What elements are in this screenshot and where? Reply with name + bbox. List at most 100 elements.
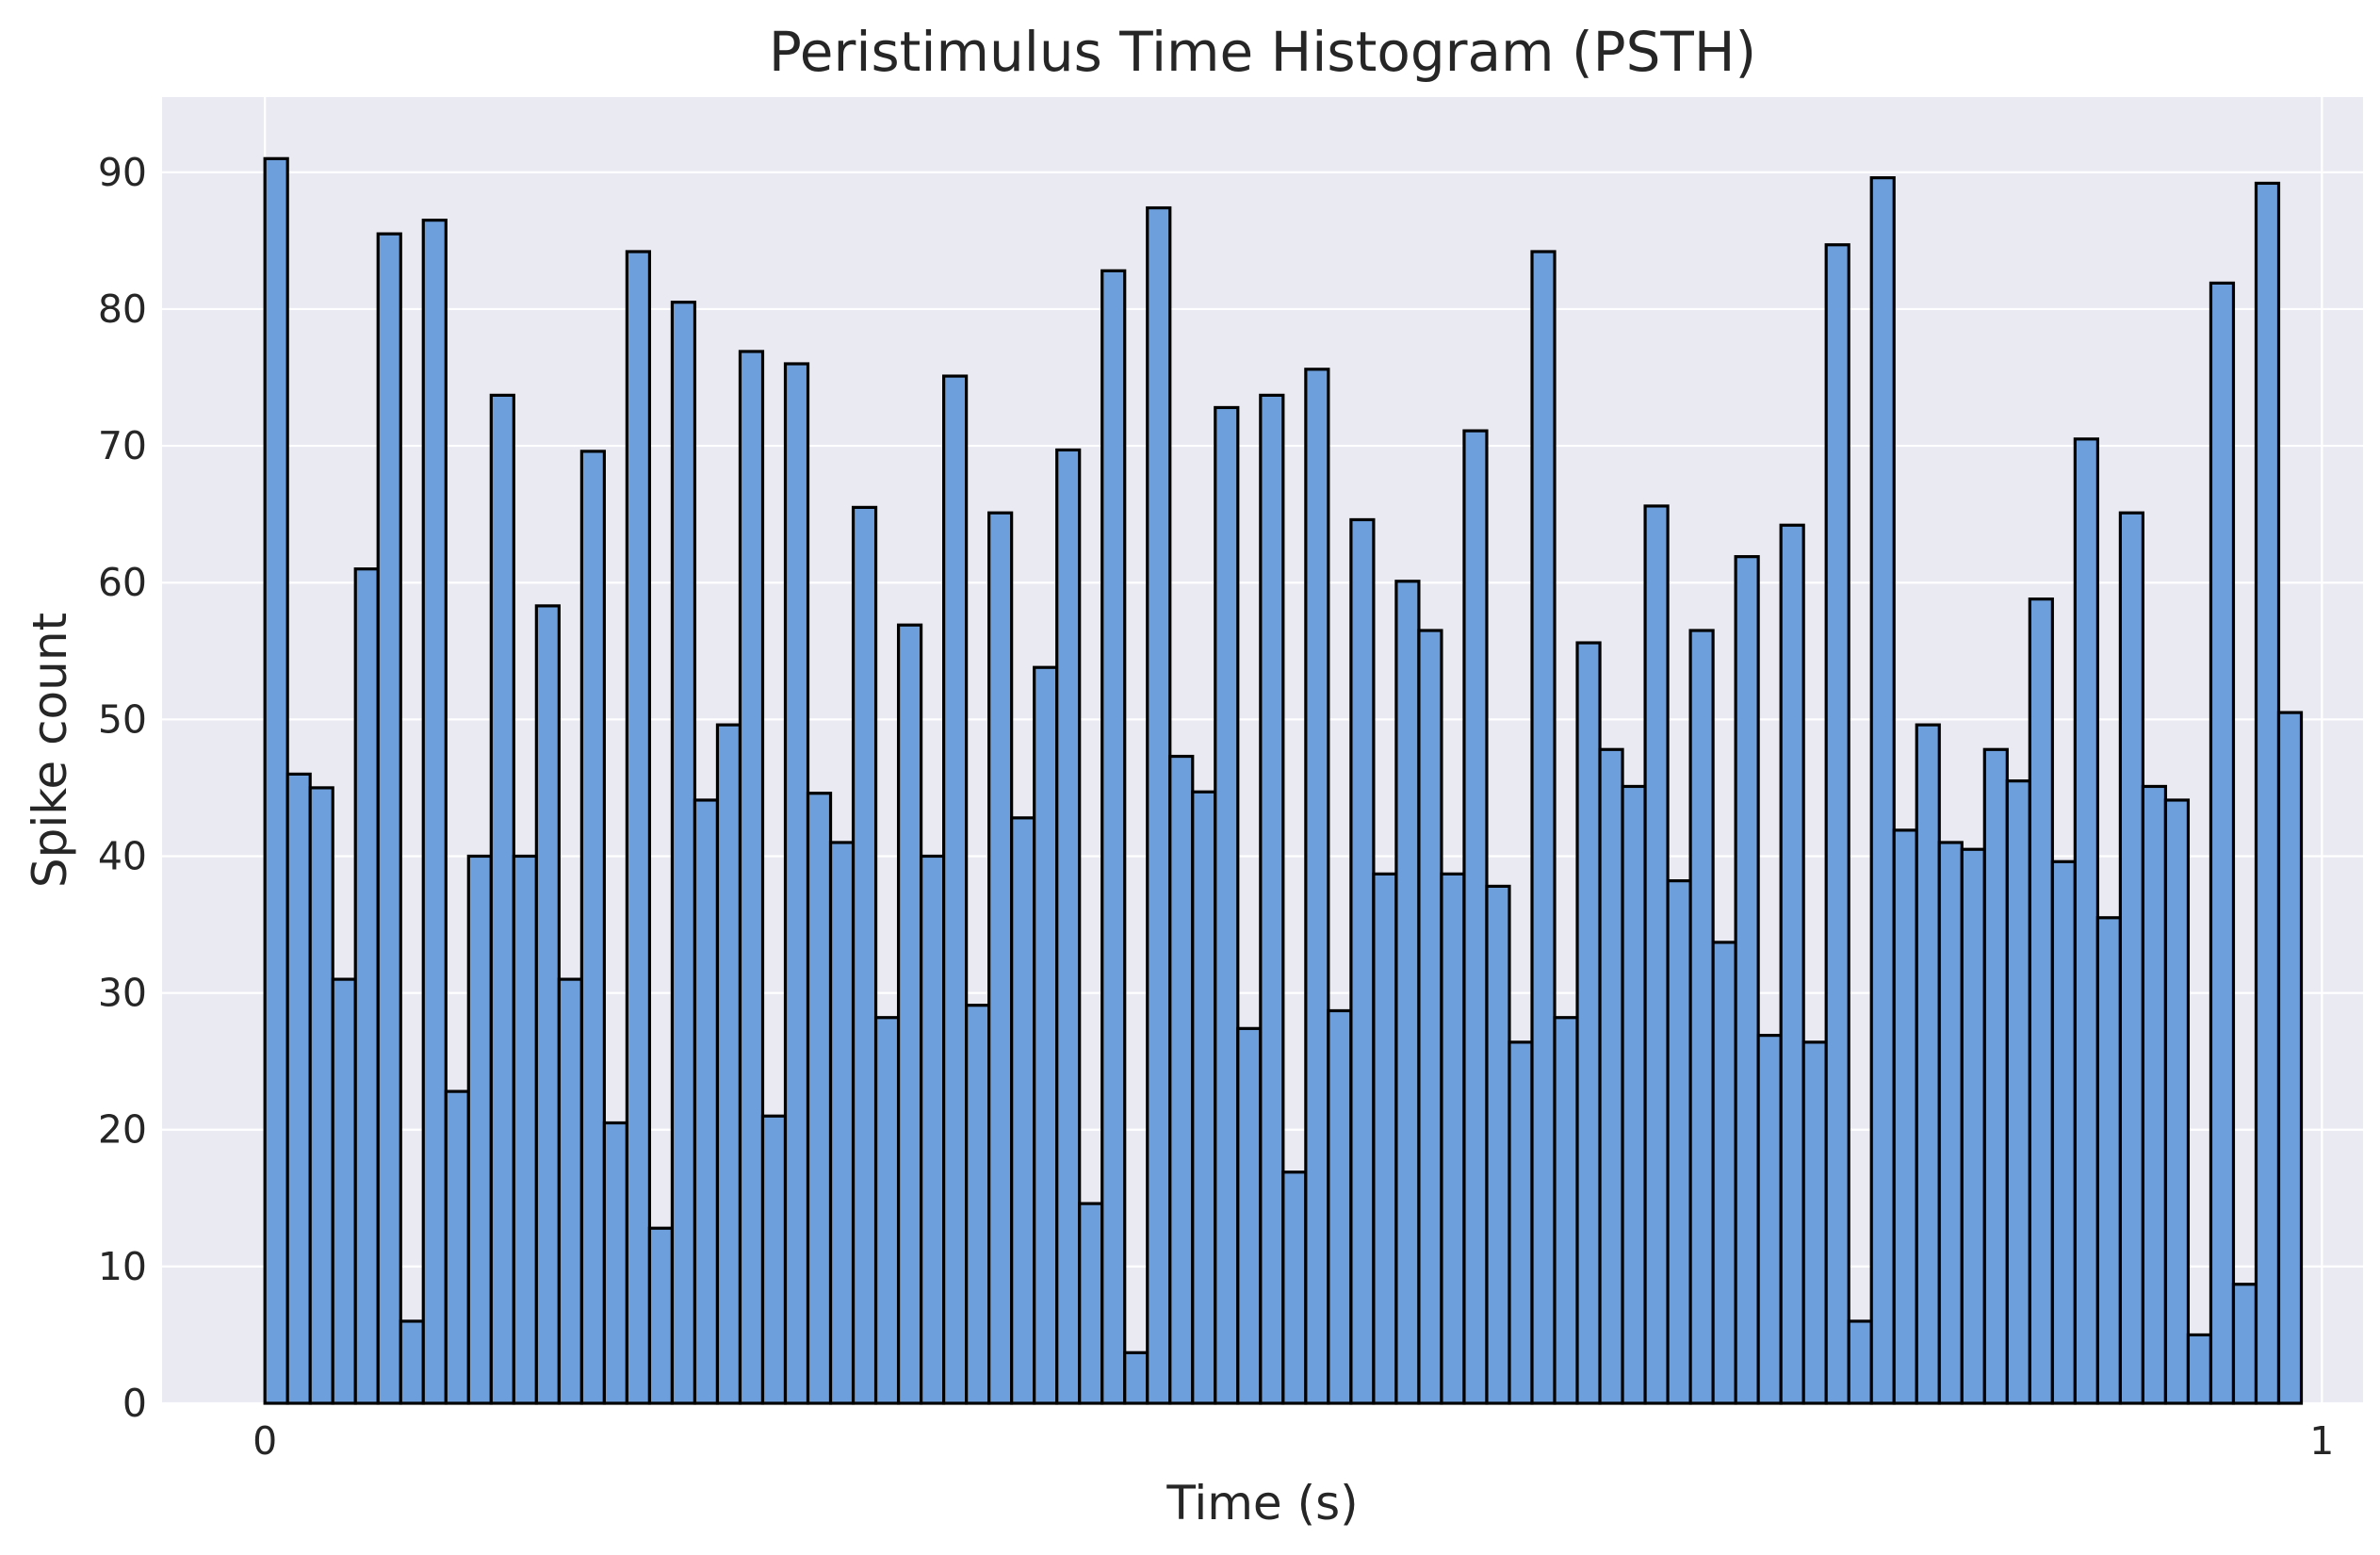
x-axis-label: Time (s) bbox=[1166, 1476, 1358, 1530]
histogram-bar bbox=[1191, 790, 1217, 1405]
histogram-bar bbox=[331, 977, 357, 1405]
y-tick-label: 80 bbox=[98, 286, 147, 332]
histogram-bar bbox=[1688, 629, 1715, 1405]
histogram-bar bbox=[1417, 629, 1443, 1405]
y-tick-label: 30 bbox=[98, 971, 147, 1016]
histogram-bar bbox=[1734, 555, 1760, 1405]
histogram-bar bbox=[1508, 1040, 1534, 1405]
y-tick-label: 50 bbox=[98, 696, 147, 742]
histogram-bar bbox=[466, 854, 493, 1405]
y-tick-label: 10 bbox=[98, 1244, 147, 1289]
histogram-bar bbox=[1937, 841, 1964, 1405]
histogram-bar bbox=[1146, 205, 1172, 1405]
histogram-bar bbox=[1010, 816, 1036, 1405]
histogram-bar bbox=[1553, 1016, 1579, 1405]
histogram-bar bbox=[421, 219, 448, 1405]
y-tick-label: 20 bbox=[98, 1107, 147, 1153]
histogram-bar bbox=[896, 623, 923, 1405]
histogram-bar bbox=[1847, 1319, 1873, 1405]
histogram-bar bbox=[670, 301, 697, 1405]
histogram-bar bbox=[1033, 665, 1059, 1405]
histogram-bar bbox=[2186, 1333, 2213, 1405]
histogram-bar bbox=[444, 1089, 470, 1405]
histogram-bar bbox=[987, 511, 1014, 1405]
histogram-bar bbox=[1440, 872, 1466, 1405]
histogram-bar bbox=[2276, 711, 2304, 1405]
histogram-bar bbox=[2050, 859, 2077, 1405]
histogram-bar bbox=[2231, 1283, 2258, 1405]
histogram-bar bbox=[1304, 368, 1330, 1405]
y-axis-label: Spike count bbox=[23, 613, 77, 888]
histogram-bar bbox=[1915, 723, 1941, 1405]
y-tick-label: 90 bbox=[98, 150, 147, 195]
x-tick-label: 1 bbox=[2309, 1418, 2334, 1464]
y-axis-ticks: 0 10 20 30 40 50 60 70 80 90 bbox=[98, 150, 147, 1426]
histogram-bar bbox=[693, 798, 720, 1405]
histogram-bar bbox=[534, 604, 561, 1405]
histogram-bar bbox=[1394, 580, 1421, 1405]
histogram-bar bbox=[512, 854, 538, 1405]
histogram-bar bbox=[579, 450, 606, 1405]
histogram-bar bbox=[263, 156, 289, 1405]
histogram-bar bbox=[873, 1016, 901, 1405]
histogram-bar bbox=[1259, 393, 1285, 1405]
histogram-bar bbox=[715, 723, 742, 1405]
histogram-bar bbox=[1982, 747, 2009, 1405]
y-tick-label: 40 bbox=[98, 833, 147, 878]
y-tick-label: 70 bbox=[98, 423, 147, 468]
histogram-bar bbox=[602, 1121, 628, 1405]
y-tick-label: 60 bbox=[98, 560, 147, 605]
chart-title: Peristimulus Time Histogram (PSTH) bbox=[769, 20, 1756, 84]
histogram-bar bbox=[2141, 784, 2168, 1405]
histogram-bar bbox=[1779, 523, 1805, 1405]
histogram-bar bbox=[1666, 878, 1692, 1405]
histogram-bar bbox=[1349, 517, 1376, 1405]
histogram-bar bbox=[1372, 872, 1398, 1405]
histogram-bar bbox=[2073, 437, 2099, 1405]
histogram-bar bbox=[1485, 884, 1511, 1405]
histogram-bar bbox=[647, 1226, 675, 1405]
histogram-bar bbox=[1168, 754, 1195, 1405]
histogram-bar bbox=[399, 1319, 425, 1405]
histogram-bar bbox=[1055, 448, 1082, 1405]
histogram-bar bbox=[1960, 847, 1986, 1405]
histogram-bar bbox=[1327, 1008, 1353, 1405]
histogram-bar bbox=[1236, 1026, 1263, 1405]
histogram-bar bbox=[2005, 779, 2031, 1405]
histogram-bar bbox=[2209, 281, 2236, 1405]
histogram-bar bbox=[1756, 1033, 1783, 1405]
histogram-bar bbox=[806, 792, 833, 1405]
histogram-bar bbox=[1598, 747, 1624, 1405]
histogram-bars bbox=[263, 156, 2304, 1405]
histogram-bar bbox=[851, 505, 878, 1405]
histogram-bar bbox=[1100, 269, 1127, 1405]
histogram-bar bbox=[1801, 1040, 1828, 1405]
histogram-bar bbox=[1575, 641, 1602, 1405]
histogram-bar bbox=[1643, 504, 1670, 1405]
histogram-bar bbox=[1621, 784, 1647, 1405]
histogram-bar bbox=[308, 786, 334, 1405]
histogram-bar bbox=[625, 250, 652, 1405]
histogram-bar bbox=[1123, 1350, 1149, 1405]
histogram-bar bbox=[783, 362, 810, 1405]
histogram-bar bbox=[353, 567, 380, 1405]
histogram-bar bbox=[1530, 250, 1557, 1405]
histogram-bar bbox=[2163, 798, 2191, 1405]
histogram-bar bbox=[942, 374, 969, 1405]
histogram-bar bbox=[965, 1004, 991, 1405]
histogram-bar bbox=[1462, 429, 1489, 1405]
x-tick-label: 0 bbox=[253, 1418, 277, 1464]
histogram-bar bbox=[557, 977, 583, 1405]
histogram-bar bbox=[738, 350, 765, 1405]
histogram-bar bbox=[919, 854, 946, 1405]
histogram-bar bbox=[2028, 597, 2054, 1405]
histogram-bar bbox=[1281, 1170, 1308, 1405]
y-tick-label: 0 bbox=[122, 1381, 147, 1426]
histogram-bar bbox=[489, 393, 515, 1405]
histogram-bar bbox=[828, 841, 856, 1405]
histogram-bar bbox=[1869, 176, 1896, 1405]
histogram-bar bbox=[1214, 405, 1240, 1405]
histogram-bar bbox=[2254, 181, 2281, 1405]
